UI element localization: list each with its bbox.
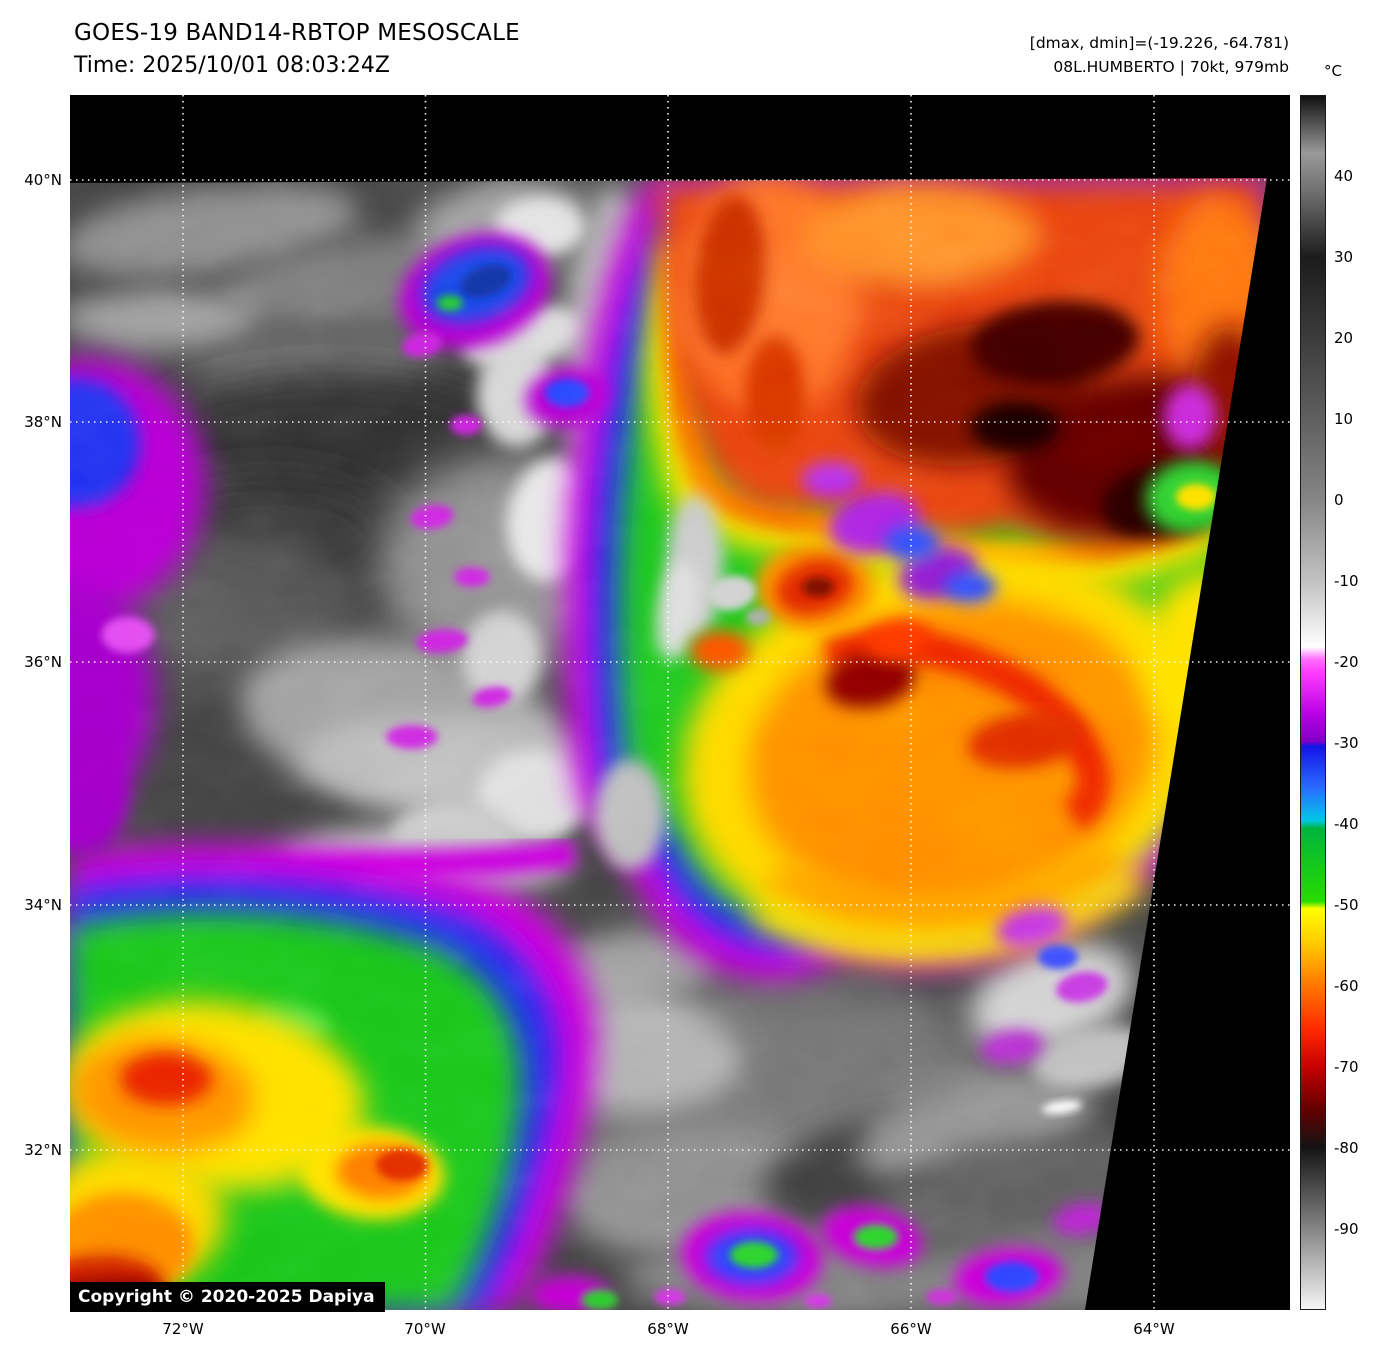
colorbar-tick: 20 <box>1334 329 1354 347</box>
timestamp: Time: 2025/10/01 08:03:24Z <box>74 53 390 78</box>
storm-info: 08L.HUMBERTO | 70kt, 979mb <box>1053 58 1289 76</box>
colorbar-tick: 40 <box>1334 167 1354 185</box>
colorbar-tick: 10 <box>1334 410 1354 428</box>
colorbar-tick: -90 <box>1334 1220 1359 1238</box>
satellite-image-panel <box>70 95 1290 1310</box>
lat-label-38n: 38°N <box>24 413 62 431</box>
scan-sector <box>70 178 1267 1310</box>
lon-label-72w: 72°W <box>162 1320 204 1338</box>
page-title: GOES-19 BAND14-RBTOP MESOSCALE <box>74 20 520 46</box>
colorbar-tick: -40 <box>1334 815 1359 833</box>
temperature-colorbar <box>1300 95 1326 1310</box>
colorbar-tick: -30 <box>1334 734 1359 752</box>
lon-label-64w: 64°W <box>1133 1320 1175 1338</box>
colorbar-tick: -50 <box>1334 896 1359 914</box>
dmax-dmin-readout: [dmax, dmin]=(-19.226, -64.781) <box>1029 34 1289 52</box>
lat-label-40n: 40°N <box>24 171 62 189</box>
colorbar-tick: 30 <box>1334 248 1354 266</box>
lat-label-36n: 36°N <box>24 653 62 671</box>
lon-label-70w: 70°W <box>404 1320 446 1338</box>
lon-label-68w: 68°W <box>647 1320 689 1338</box>
colorbar-tick: -20 <box>1334 653 1359 671</box>
colorbar-tick: 0 <box>1334 491 1344 509</box>
lon-label-66w: 66°W <box>890 1320 932 1338</box>
copyright-notice: Copyright © 2020-2025 Dapiya <box>70 1282 385 1312</box>
colorbar-tick: -60 <box>1334 977 1359 995</box>
colorbar-tick: -70 <box>1334 1058 1359 1076</box>
lat-label-32n: 32°N <box>24 1141 62 1159</box>
colorbar-tick: -80 <box>1334 1139 1359 1157</box>
cloud-texture-overlay <box>70 178 1267 1310</box>
lat-label-34n: 34°N <box>24 896 62 914</box>
graticule-gridlines <box>70 95 1290 1310</box>
colorbar-tick: -10 <box>1334 572 1359 590</box>
colorbar-unit-label: °C <box>1324 62 1342 80</box>
satellite-imagery-svg <box>70 95 1290 1310</box>
